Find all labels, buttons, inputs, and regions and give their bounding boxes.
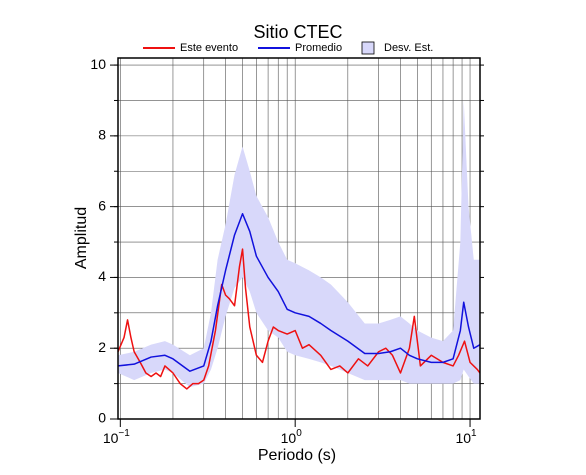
x-axis-title: Periodo (s) (258, 447, 336, 464)
y-tick-label: 0 (98, 410, 106, 426)
y-tick-label: 8 (98, 127, 106, 143)
x-tick-label: 100 (281, 428, 303, 446)
legend-label: Desv. Est. (384, 42, 433, 54)
x-tick-base: 10 (103, 430, 119, 446)
y-tick-label: 4 (98, 268, 106, 284)
std-band (118, 100, 480, 388)
legend-label: Promedio (295, 42, 342, 54)
x-tick-base: 10 (281, 430, 297, 446)
x-tick-exponent: 0 (296, 428, 302, 439)
x-tick-label: 10−1 (103, 428, 130, 446)
plot-frame (117, 57, 481, 420)
series-line (117, 212, 481, 372)
legend-label: Este evento (180, 42, 238, 54)
x-tick-base: 10 (455, 430, 471, 446)
series-line (117, 248, 481, 390)
x-tick-exponent: −1 (118, 428, 130, 439)
y-tick-label: 6 (98, 197, 106, 213)
chart-title: Sitio CTEC (253, 22, 342, 42)
x-tick-exponent: 1 (471, 428, 477, 439)
x-tick-label: 101 (455, 428, 477, 446)
legend-swatch (361, 41, 375, 55)
y-tick-label: 2 (98, 339, 106, 355)
y-axis-title: Amplitud (73, 207, 90, 269)
y-tick-label: 10 (90, 56, 106, 72)
